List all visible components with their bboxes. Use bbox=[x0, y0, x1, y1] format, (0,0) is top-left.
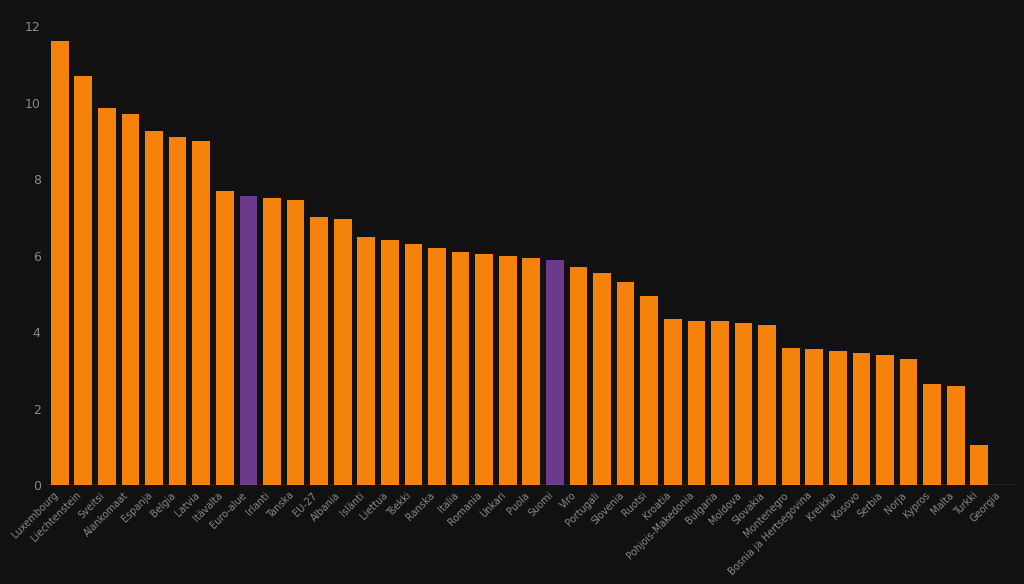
Bar bbox=[428, 248, 445, 485]
Bar bbox=[75, 76, 92, 485]
Bar bbox=[263, 199, 281, 485]
Bar bbox=[569, 267, 588, 485]
Bar bbox=[522, 258, 541, 485]
Bar bbox=[240, 196, 257, 485]
Bar bbox=[546, 259, 564, 485]
Bar bbox=[829, 352, 847, 485]
Bar bbox=[711, 321, 729, 485]
Bar bbox=[98, 109, 116, 485]
Bar bbox=[947, 386, 965, 485]
Bar bbox=[334, 220, 351, 485]
Bar bbox=[593, 273, 611, 485]
Bar bbox=[169, 137, 186, 485]
Bar bbox=[640, 296, 658, 485]
Bar bbox=[782, 347, 800, 485]
Bar bbox=[145, 131, 163, 485]
Bar bbox=[924, 384, 941, 485]
Bar bbox=[122, 114, 139, 485]
Bar bbox=[664, 319, 682, 485]
Bar bbox=[616, 283, 635, 485]
Bar bbox=[806, 349, 823, 485]
Bar bbox=[499, 256, 516, 485]
Bar bbox=[971, 445, 988, 485]
Bar bbox=[475, 254, 493, 485]
Bar bbox=[51, 41, 69, 485]
Bar bbox=[687, 321, 706, 485]
Bar bbox=[900, 359, 918, 485]
Bar bbox=[734, 323, 753, 485]
Bar bbox=[193, 141, 210, 485]
Bar bbox=[310, 217, 328, 485]
Bar bbox=[287, 200, 304, 485]
Bar bbox=[853, 353, 870, 485]
Bar bbox=[759, 325, 776, 485]
Bar bbox=[452, 252, 469, 485]
Bar bbox=[404, 244, 422, 485]
Bar bbox=[381, 241, 398, 485]
Bar bbox=[877, 355, 894, 485]
Bar bbox=[216, 190, 233, 485]
Bar bbox=[357, 237, 375, 485]
